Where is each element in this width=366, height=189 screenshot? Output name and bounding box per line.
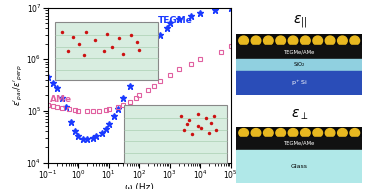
Text: TEGMe: TEGMe bbox=[157, 16, 192, 25]
Text: Glass: Glass bbox=[291, 164, 308, 169]
Circle shape bbox=[239, 129, 249, 137]
Circle shape bbox=[325, 129, 335, 137]
Circle shape bbox=[288, 129, 298, 137]
Circle shape bbox=[325, 36, 335, 45]
Circle shape bbox=[337, 36, 347, 45]
Circle shape bbox=[337, 129, 347, 137]
Circle shape bbox=[300, 36, 310, 45]
Bar bbox=[236, 59, 362, 70]
Text: $\varepsilon_{\perp}$: $\varepsilon_{\perp}$ bbox=[291, 107, 309, 122]
X-axis label: ω (Hz): ω (Hz) bbox=[125, 183, 153, 189]
Circle shape bbox=[264, 36, 273, 45]
Text: SiO$_2$: SiO$_2$ bbox=[293, 60, 306, 69]
Text: AMe: AMe bbox=[50, 95, 72, 104]
Text: $\varepsilon_{||}$: $\varepsilon_{||}$ bbox=[293, 14, 307, 30]
Bar bbox=[236, 150, 362, 183]
Circle shape bbox=[251, 36, 261, 45]
Bar bbox=[236, 137, 362, 149]
Circle shape bbox=[300, 129, 310, 137]
Circle shape bbox=[276, 129, 285, 137]
Circle shape bbox=[264, 129, 273, 137]
Circle shape bbox=[239, 36, 249, 45]
Circle shape bbox=[313, 36, 322, 45]
Text: p$^+$Si: p$^+$Si bbox=[291, 78, 307, 88]
Bar bbox=[236, 71, 362, 94]
Text: TEGMe/AMe: TEGMe/AMe bbox=[284, 141, 315, 146]
Circle shape bbox=[350, 129, 359, 137]
Bar bbox=[236, 45, 362, 58]
Text: TEGMe/AMe: TEGMe/AMe bbox=[284, 49, 315, 54]
Circle shape bbox=[251, 129, 261, 137]
Circle shape bbox=[288, 36, 298, 45]
Y-axis label: $\varepsilon'_{par}$/$\varepsilon'_{perp}$: $\varepsilon'_{par}$/$\varepsilon'_{perp… bbox=[12, 64, 25, 106]
Circle shape bbox=[276, 36, 285, 45]
Circle shape bbox=[313, 129, 322, 137]
FancyBboxPatch shape bbox=[124, 105, 227, 163]
Circle shape bbox=[350, 36, 359, 45]
FancyBboxPatch shape bbox=[55, 22, 158, 80]
